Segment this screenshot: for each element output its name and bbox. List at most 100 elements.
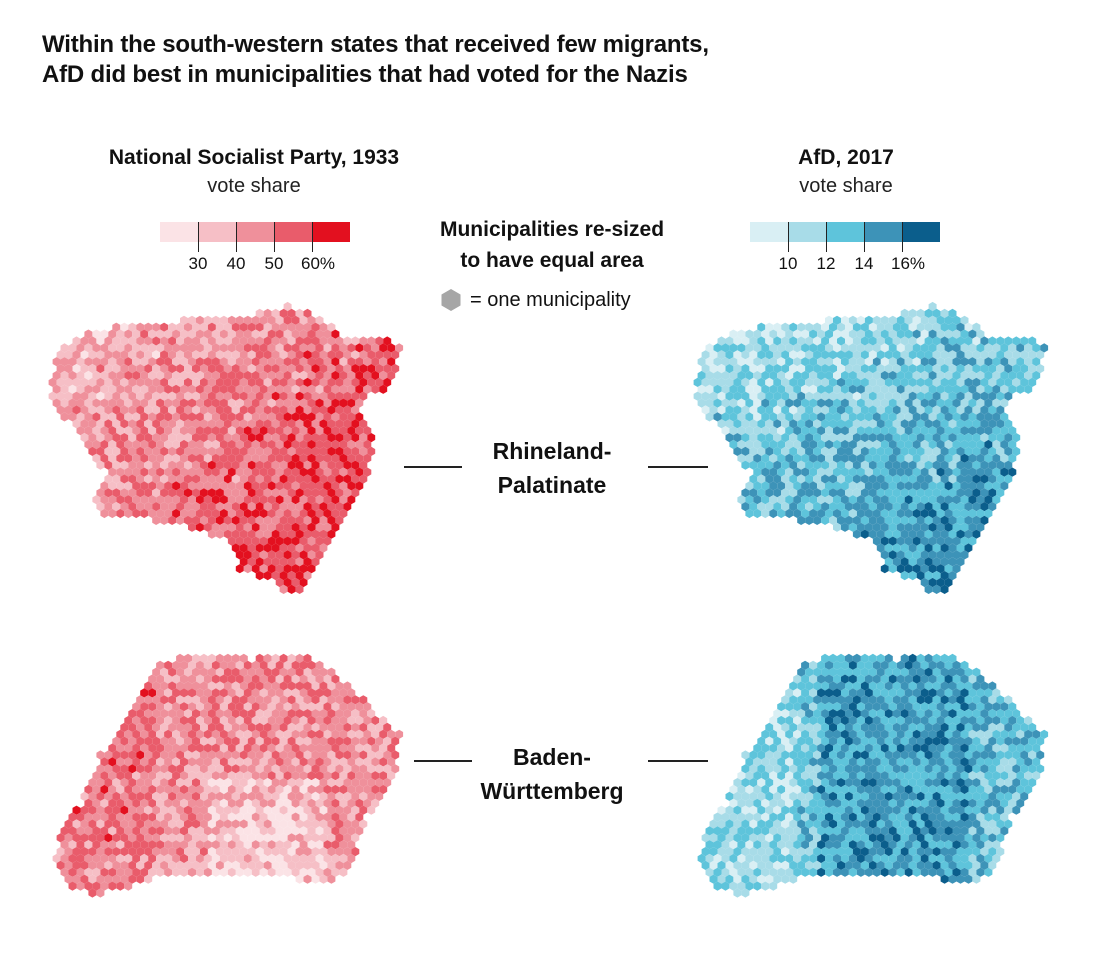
municipality-hex — [184, 764, 192, 774]
municipality-hex — [387, 771, 396, 781]
municipality-hex — [976, 329, 985, 339]
municipality-hex — [936, 536, 945, 546]
municipality-hex — [188, 826, 196, 836]
municipality-hex — [351, 391, 360, 401]
municipality-hex — [709, 364, 718, 374]
municipality-hex — [852, 364, 861, 374]
municipality-hex — [152, 364, 161, 374]
municipality-hex — [100, 439, 109, 450]
municipality-hex — [120, 350, 129, 360]
municipality-hex — [833, 784, 841, 795]
municipality-hex — [920, 674, 929, 684]
municipality-hex — [176, 847, 184, 857]
municipality-hex — [311, 515, 320, 525]
municipality-hex — [219, 715, 228, 726]
municipality-hex — [299, 453, 308, 463]
municipality-hex — [741, 336, 750, 346]
municipality-hex — [184, 377, 192, 387]
municipality-hex — [709, 819, 718, 829]
municipality-hex — [335, 446, 344, 456]
municipality-hex — [148, 853, 157, 864]
municipality-hex — [856, 384, 865, 394]
municipality-hex — [215, 433, 224, 443]
municipality-hex — [80, 874, 89, 884]
municipality-hex — [757, 860, 766, 870]
municipality-hex — [215, 667, 224, 677]
municipality-hex — [769, 826, 778, 836]
municipality-hex — [737, 840, 746, 850]
municipality-hex — [136, 847, 145, 857]
municipality-hex — [347, 729, 356, 739]
municipality-hex — [817, 343, 825, 353]
municipality-hex — [809, 853, 818, 864]
municipality-hex — [164, 812, 173, 822]
municipality-hex — [215, 750, 224, 760]
municipality-hex — [168, 709, 177, 719]
municipality-hex — [928, 370, 937, 381]
municipality-hex — [255, 529, 264, 539]
municipality-hex — [805, 433, 814, 443]
municipality-hex — [976, 453, 985, 463]
municipality-hex — [247, 336, 256, 346]
municipality-hex — [164, 757, 173, 767]
municipality-hex — [124, 771, 133, 781]
municipality-hex — [876, 502, 885, 512]
municipality-hex — [255, 860, 264, 870]
municipality-hex — [319, 722, 328, 732]
municipality-hex — [845, 515, 853, 525]
municipality-hex — [343, 681, 352, 691]
municipality-hex — [841, 384, 849, 394]
municipality-hex — [207, 474, 216, 484]
municipality-hex — [231, 446, 240, 456]
municipality-hex — [717, 377, 726, 387]
municipality-hex — [311, 543, 320, 553]
municipality-hex — [892, 543, 901, 553]
municipality-hex — [307, 412, 316, 422]
municipality-hex — [160, 805, 169, 815]
municipality-hex — [263, 750, 272, 760]
legend-left-color-scale: 30 40 50 60% — [160, 222, 350, 278]
municipality-hex — [343, 433, 352, 443]
municipality-hex — [132, 426, 141, 436]
municipality-hex — [900, 322, 909, 332]
municipality-hex — [168, 474, 177, 484]
municipality-hex — [319, 405, 328, 415]
municipality-hex — [259, 536, 268, 546]
municipality-hex — [184, 515, 192, 525]
municipality-hex — [180, 315, 188, 325]
municipality-hex — [215, 322, 224, 332]
municipality-hex — [176, 819, 184, 829]
municipality-hex — [311, 364, 320, 374]
municipality-hex — [1020, 764, 1029, 774]
municipality-hex — [383, 350, 392, 360]
municipality-hex — [952, 481, 961, 491]
municipality-hex — [960, 398, 969, 408]
municipality-hex — [868, 722, 877, 732]
municipality-hex — [243, 495, 252, 505]
municipality-hex — [996, 709, 1005, 719]
municipality-hex — [315, 702, 324, 712]
municipality-hex — [980, 502, 989, 512]
municipality-hex — [152, 681, 161, 691]
municipality-hex — [916, 778, 925, 788]
municipality-hex — [299, 867, 308, 877]
municipality-hex — [315, 522, 324, 532]
municipality-hex — [992, 370, 1001, 381]
municipality-hex — [259, 715, 268, 726]
municipality-hex — [359, 709, 368, 719]
hexmap-explanation: Municipalities re-sized to have equal ar… — [402, 214, 702, 276]
municipality-hex — [311, 819, 320, 829]
municipality-hex — [235, 798, 244, 808]
municipality-hex — [120, 419, 129, 429]
municipality-hex — [968, 798, 977, 808]
municipality-hex — [84, 370, 93, 381]
municipality-hex — [737, 495, 746, 505]
municipality-hex — [769, 853, 778, 864]
municipality-hex — [785, 426, 794, 436]
municipality-hex — [100, 453, 109, 463]
municipality-hex — [84, 343, 93, 353]
municipality-hex — [825, 840, 833, 850]
municipality-hex — [323, 343, 332, 353]
municipality-hex — [856, 867, 865, 877]
municipality-hex — [880, 853, 889, 864]
